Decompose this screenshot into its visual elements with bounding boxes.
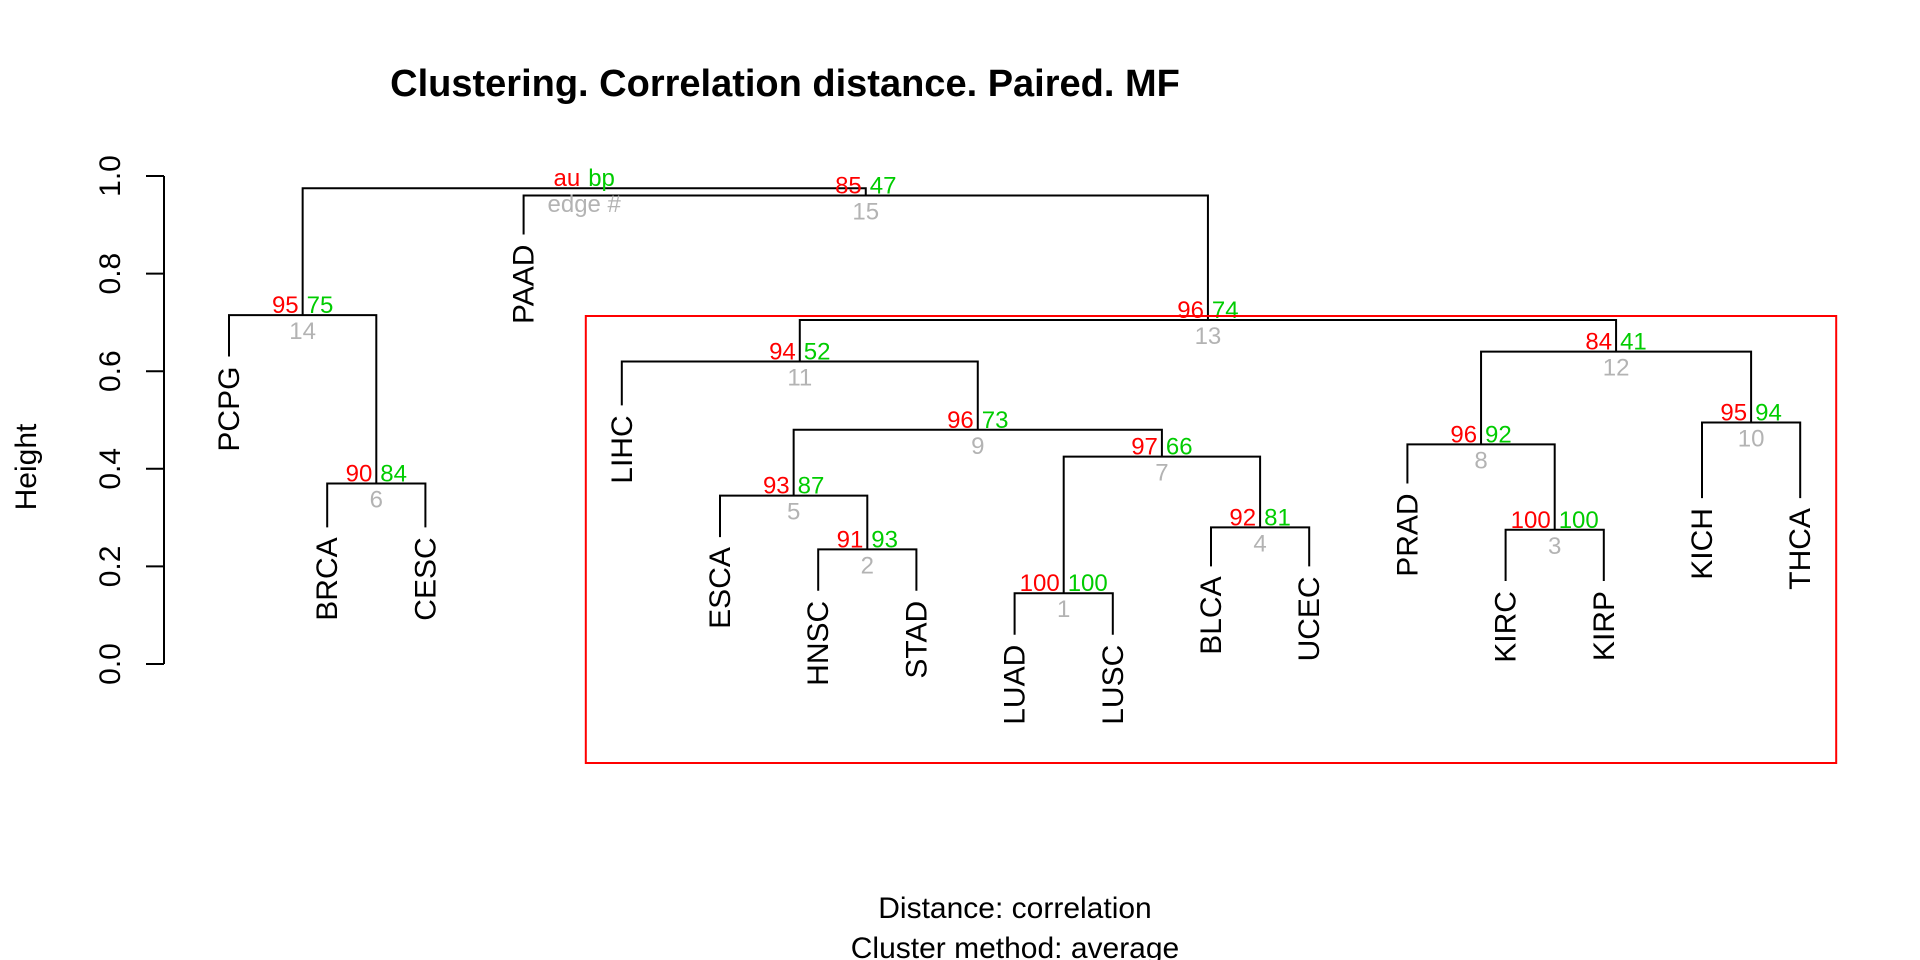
edge-number: 11 — [787, 364, 812, 391]
leaf-label-kirp: KIRP — [1588, 591, 1621, 661]
bp-value: 74 — [1212, 297, 1239, 324]
leaf-label-blca: BLCA — [1195, 576, 1228, 654]
leaf-label-hnsc: HNSC — [802, 601, 835, 686]
bp-value: 92 — [1485, 421, 1512, 448]
edge-number: 14 — [289, 318, 316, 345]
au-value: 95 — [272, 292, 299, 319]
leaf-label-pcpg: PCPG — [213, 367, 246, 452]
edge-legend: edge # — [548, 191, 622, 218]
leaf-label-paad: PAAD — [508, 245, 541, 324]
y-tick-label: 0.6 — [94, 350, 127, 392]
bp-value: 52 — [804, 338, 831, 365]
leaf-label-esca: ESCA — [704, 547, 737, 629]
edge-number: 1 — [1057, 596, 1070, 623]
edge-number: 3 — [1548, 533, 1561, 560]
leaf-label-thca: THCA — [1784, 508, 1817, 590]
edge-number: 4 — [1253, 530, 1266, 557]
leaf-label-lusc: LUSC — [1097, 645, 1130, 725]
dendrogram-tree — [228, 187, 1802, 635]
au-value: 95 — [1720, 399, 1747, 426]
edge-number: 13 — [1195, 323, 1222, 350]
leaf-label-brca: BRCA — [311, 537, 344, 620]
au-value: 85 — [835, 173, 862, 200]
y-tick-label: 0.4 — [94, 448, 127, 490]
subtitle-method: Cluster method: average — [851, 932, 1180, 960]
leaf-label-kirc: KIRC — [1490, 591, 1523, 663]
y-tick-label: 0.2 — [94, 546, 127, 588]
bp-value: bp — [588, 165, 615, 192]
edge-number: 12 — [1603, 355, 1630, 382]
bp-value: 100 — [1559, 507, 1599, 534]
leaf-label-luad: LUAD — [999, 645, 1032, 725]
y-axis-label: Height — [10, 423, 43, 510]
edge-number: 7 — [1155, 460, 1168, 487]
leaf-label-ucec: UCEC — [1293, 576, 1326, 661]
y-axis: 0.0 0.2 0.4 0.6 0.8 1.0 — [94, 155, 165, 685]
au-value: 96 — [947, 407, 974, 434]
subtitle-distance: Distance: correlation — [878, 892, 1151, 925]
leaf-label-cesc: CESC — [409, 537, 442, 620]
bp-value: 47 — [870, 173, 897, 200]
edge-number: 9 — [971, 433, 984, 460]
au-value: 96 — [1177, 297, 1204, 324]
bp-value: 81 — [1264, 504, 1291, 531]
leaf-labels: PCPG BRCA CESC PAAD LIHC ESCA HNSC STAD LUAD LUSC… — [213, 245, 1817, 725]
bp-value: 84 — [380, 460, 407, 487]
chart-title: Clustering. Correlation distance. Paired… — [390, 63, 1180, 105]
y-tick-label: 0.8 — [94, 253, 127, 295]
bp-value: 87 — [798, 473, 825, 500]
bp-value: 100 — [1068, 570, 1108, 597]
edge-number: 5 — [787, 499, 800, 526]
leaf-label-lihc: LIHC — [606, 415, 639, 483]
edge-number: 8 — [1474, 447, 1487, 474]
edge-number: 10 — [1738, 425, 1765, 452]
leaf-label-stad: STAD — [900, 601, 933, 679]
au-value: 96 — [1450, 421, 1477, 448]
bp-value: 73 — [982, 407, 1009, 434]
leaf-label-kich: KICH — [1686, 508, 1719, 580]
merge-edge-16 — [301, 187, 867, 316]
edge-number: 15 — [852, 199, 879, 226]
leaf-label-prad: PRAD — [1391, 493, 1424, 576]
au-value: 90 — [346, 460, 373, 487]
y-tick-label: 1.0 — [94, 155, 127, 197]
au-value: 93 — [763, 473, 790, 500]
bp-value: 41 — [1620, 329, 1647, 356]
au-value: 92 — [1229, 504, 1256, 531]
au-value: 97 — [1131, 434, 1158, 461]
bp-value: 75 — [307, 292, 334, 319]
au-value: 84 — [1585, 329, 1612, 356]
bp-value: 93 — [871, 526, 898, 553]
au-value: 94 — [769, 338, 796, 365]
cluster-highlight-box — [584, 315, 1838, 764]
edge-number: 6 — [370, 486, 383, 513]
au-value: 100 — [1511, 507, 1551, 534]
y-tick-label: 0.0 — [94, 643, 127, 685]
edge-number: 2 — [861, 552, 874, 579]
bp-value: 94 — [1755, 399, 1782, 426]
au-value: 91 — [837, 526, 864, 553]
au-value: 100 — [1020, 570, 1060, 597]
bp-value: 66 — [1166, 434, 1193, 461]
au-value: au — [554, 165, 581, 192]
